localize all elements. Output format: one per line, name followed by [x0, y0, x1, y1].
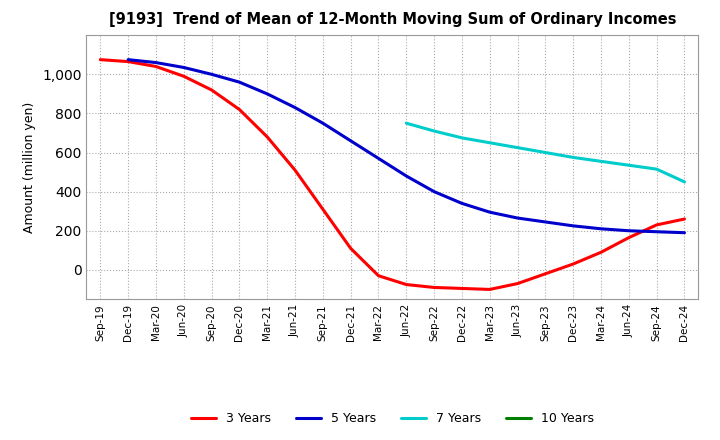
Line: 5 Years: 5 Years	[128, 60, 685, 233]
3 Years	[318, 207, 327, 212]
7 Years	[485, 140, 494, 145]
5 Years	[179, 65, 188, 70]
5 Years	[374, 156, 383, 161]
5 Years	[541, 219, 550, 224]
5 Years	[207, 72, 216, 77]
5 Years	[346, 138, 355, 143]
5 Years	[291, 105, 300, 110]
5 Years	[680, 230, 689, 235]
Line: 3 Years: 3 Years	[100, 60, 685, 290]
5 Years	[485, 209, 494, 215]
7 Years	[624, 163, 633, 168]
5 Years	[124, 57, 132, 62]
3 Years	[597, 249, 606, 255]
5 Years	[513, 216, 522, 221]
7 Years	[597, 159, 606, 164]
Legend: 3 Years, 5 Years, 7 Years, 10 Years: 3 Years, 5 Years, 7 Years, 10 Years	[186, 407, 599, 430]
Line: 7 Years: 7 Years	[406, 123, 685, 182]
7 Years	[458, 135, 467, 140]
5 Years	[569, 223, 577, 228]
3 Years	[96, 57, 104, 62]
3 Years	[263, 134, 271, 139]
5 Years	[235, 80, 243, 85]
3 Years	[235, 107, 243, 112]
7 Years	[569, 155, 577, 160]
5 Years	[652, 229, 661, 235]
5 Years	[597, 226, 606, 231]
3 Years	[680, 216, 689, 222]
7 Years	[402, 121, 410, 126]
7 Years	[513, 145, 522, 150]
3 Years	[346, 246, 355, 251]
3 Years	[458, 286, 467, 291]
7 Years	[680, 179, 689, 184]
5 Years	[402, 173, 410, 179]
3 Years	[124, 59, 132, 64]
3 Years	[652, 222, 661, 227]
3 Years	[485, 287, 494, 292]
3 Years	[291, 168, 300, 173]
3 Years	[624, 235, 633, 240]
7 Years	[430, 128, 438, 134]
5 Years	[318, 121, 327, 126]
3 Years	[430, 285, 438, 290]
5 Years	[458, 201, 467, 206]
5 Years	[624, 228, 633, 233]
3 Years	[152, 64, 161, 69]
5 Years	[263, 91, 271, 96]
3 Years	[541, 271, 550, 276]
7 Years	[652, 166, 661, 172]
5 Years	[430, 189, 438, 194]
3 Years	[374, 273, 383, 279]
Y-axis label: Amount (million yen): Amount (million yen)	[24, 102, 37, 233]
5 Years	[152, 60, 161, 65]
3 Years	[513, 281, 522, 286]
3 Years	[207, 87, 216, 92]
Title: [9193]  Trend of Mean of 12-Month Moving Sum of Ordinary Incomes: [9193] Trend of Mean of 12-Month Moving …	[109, 12, 676, 27]
7 Years	[541, 150, 550, 155]
3 Years	[569, 261, 577, 267]
3 Years	[402, 282, 410, 287]
3 Years	[179, 73, 188, 79]
